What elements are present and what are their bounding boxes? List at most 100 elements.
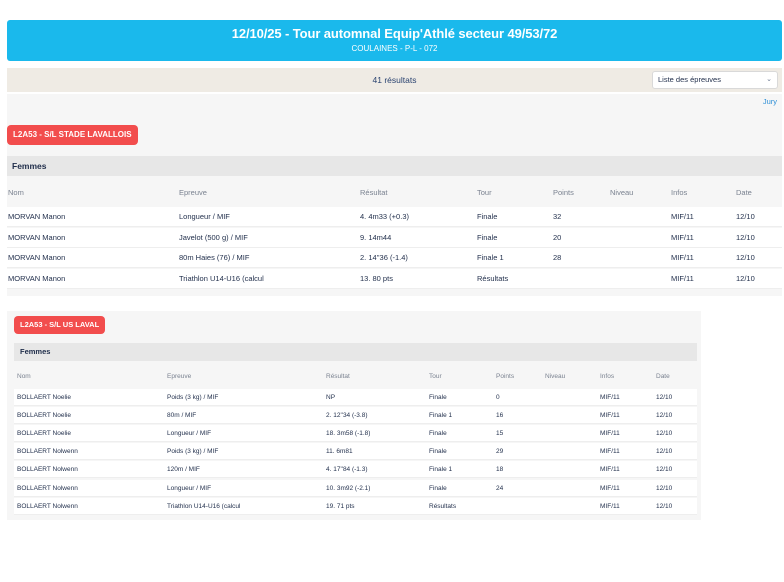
- cell-resultat: 18. 3m58 (-1.8): [326, 430, 371, 438]
- events-select[interactable]: Liste des épreuves ⌄: [652, 71, 778, 89]
- table-row: MORVAN Manon Triathlon U14-U16 (calcul 13.…: [7, 268, 782, 289]
- cell-points: 32: [553, 212, 562, 221]
- cell-infos: MIF/11: [600, 466, 620, 474]
- category-header: Femmes: [7, 156, 782, 176]
- cell-infos: MIF/11: [600, 412, 620, 420]
- cell-epreuve: Triathlon U14-U16 (calcul: [167, 502, 241, 510]
- table-row: BOLLAERT Nolwenn 120m / MIF 4. 17''84 (-1.…: [14, 461, 697, 479]
- cell-date: 12/10: [656, 502, 673, 510]
- table-header: Nom Epreuve Résultat Tour Points Niveau …: [14, 373, 697, 383]
- cell-epreuve: Poids (3 kg) / MIF: [167, 394, 219, 401]
- cell-tour: Résultats: [429, 502, 457, 510]
- cell-tour: Finale: [477, 212, 498, 221]
- col-epreuve: Epreuve: [167, 373, 192, 380]
- col-niveau: Niveau: [610, 188, 634, 197]
- table-row: MORVAN Manon Longueur / MIF 4. 4m33 (+0.3)…: [7, 207, 782, 227]
- meeting-location: COULAINES - P-L - 072: [351, 44, 438, 53]
- meeting-title: 12/10/25 - Tour automnal Equip'Athlé sec…: [231, 26, 558, 41]
- cell-infos: MIF/11: [671, 273, 694, 283]
- cell-points: 20: [553, 232, 562, 242]
- cell-nom: BOLLAERT Noelie: [17, 430, 71, 438]
- col-epreuve: Epreuve: [179, 188, 207, 197]
- table-row: BOLLAERT Nolwenn Triathlon U14-U16 (calcu…: [14, 497, 697, 515]
- cell-points: 28: [553, 253, 562, 262]
- table-row: BOLLAERT Noelie Longueur / MIF 18. 3m58 (-…: [14, 425, 697, 443]
- cell-nom: BOLLAERT Nolwenn: [17, 502, 78, 510]
- cell-tour: Finale 1: [429, 466, 453, 474]
- cell-tour: Finale 1: [477, 253, 504, 262]
- table-row: MORVAN Manon Javelot (500 g) / MIF 9. 14m4…: [7, 227, 782, 248]
- cell-infos: MIF/11: [671, 212, 694, 221]
- cell-date: 12/10: [656, 430, 673, 438]
- chevron-down-icon: ⌄: [766, 76, 772, 83]
- cell-infos: MIF/11: [671, 253, 694, 262]
- col-nom: Nom: [17, 373, 31, 380]
- col-resultat: Résultat: [360, 188, 388, 197]
- cell-points: 16: [496, 412, 504, 420]
- col-nom: Nom: [8, 188, 24, 197]
- col-date: Date: [656, 373, 670, 380]
- col-tour: Tour: [429, 373, 442, 380]
- meeting-header: 12/10/25 - Tour automnal Equip'Athlé sec…: [7, 20, 782, 61]
- club-badge[interactable]: L2A53 - S/L STADE LAVALLOIS: [7, 125, 138, 145]
- cell-resultat: 2. 12''34 (-3.8): [326, 412, 368, 420]
- cell-date: 12/10: [736, 232, 755, 242]
- table-header: Nom Epreuve Résultat Tour Points Niveau …: [7, 188, 782, 200]
- cell-resultat: NP: [326, 394, 336, 401]
- cell-nom: BOLLAERT Nolwenn: [17, 448, 78, 456]
- results-bar: 41 résultats Liste des épreuves ⌄: [7, 68, 782, 92]
- cell-tour: Finale: [429, 448, 447, 456]
- cell-date: 12/10: [736, 253, 755, 262]
- cell-date: 12/10: [656, 394, 673, 401]
- cell-nom: MORVAN Manon: [8, 232, 66, 242]
- cell-points: 18: [496, 466, 504, 474]
- cell-nom: BOLLAERT Noelie: [17, 394, 71, 401]
- cell-points: 24: [496, 484, 504, 492]
- col-points: Points: [496, 373, 515, 380]
- col-resultat: Résultat: [326, 373, 350, 380]
- cell-epreuve: Javelot (500 g) / MIF: [179, 232, 248, 242]
- col-infos: Infos: [671, 188, 688, 197]
- cell-epreuve: Longueur / MIF: [167, 484, 212, 492]
- table-row: BOLLAERT Noelie 80m / MIF 2. 12''34 (-3.8)…: [14, 407, 697, 425]
- cell-infos: MIF/11: [600, 448, 620, 456]
- cell-tour: Finale: [429, 484, 447, 492]
- cell-infos: MIF/11: [671, 232, 694, 242]
- table-row: MORVAN Manon 80m Haies (76) / MIF 2. 14''3…: [7, 248, 782, 268]
- cell-tour: Finale 1: [429, 412, 453, 420]
- cell-resultat: 2. 14''36 (-1.4): [360, 253, 408, 262]
- col-tour: Tour: [477, 188, 492, 197]
- cell-infos: MIF/11: [600, 502, 620, 510]
- cell-epreuve: Triathlon U14-U16 (calcul: [179, 273, 264, 283]
- cell-date: 12/10: [656, 484, 673, 492]
- cell-tour: Finale: [477, 232, 498, 242]
- cell-points: 29: [496, 448, 504, 456]
- col-points: Points: [553, 188, 574, 197]
- col-date: Date: [736, 188, 752, 197]
- cell-epreuve: 120m / MIF: [167, 466, 200, 474]
- cell-date: 12/10: [736, 273, 755, 283]
- cell-resultat: 4. 17''84 (-1.3): [326, 466, 368, 474]
- cell-resultat: 19. 71 pts: [326, 502, 355, 510]
- cell-date: 12/10: [656, 412, 673, 420]
- cell-resultat: 9. 14m44: [360, 232, 392, 242]
- cell-resultat: 11. 6m81: [326, 448, 353, 456]
- col-niveau: Niveau: [545, 373, 566, 380]
- cell-epreuve: Poids (3 kg) / MIF: [167, 448, 219, 456]
- cell-date: 12/10: [656, 448, 673, 456]
- events-select-value: Liste des épreuves: [658, 75, 721, 84]
- jury-link[interactable]: Jury: [762, 97, 777, 106]
- cell-tour: Résultats: [477, 273, 509, 283]
- cell-infos: MIF/11: [600, 484, 620, 492]
- cell-points: 0: [496, 394, 500, 401]
- cell-tour: Finale: [429, 394, 447, 401]
- cell-resultat: 4. 4m33 (+0.3): [360, 212, 409, 221]
- cell-nom: BOLLAERT Nolwenn: [17, 484, 78, 492]
- cell-nom: BOLLAERT Nolwenn: [17, 466, 78, 474]
- results-count: 41 résultats: [372, 75, 417, 85]
- cell-epreuve: 80m Haies (76) / MIF: [179, 253, 250, 262]
- cell-tour: Finale: [429, 430, 447, 438]
- cell-date: 12/10: [656, 466, 673, 474]
- club-badge[interactable]: L2A53 - S/L US LAVAL: [14, 316, 106, 334]
- cell-epreuve: Longueur / MIF: [179, 212, 230, 221]
